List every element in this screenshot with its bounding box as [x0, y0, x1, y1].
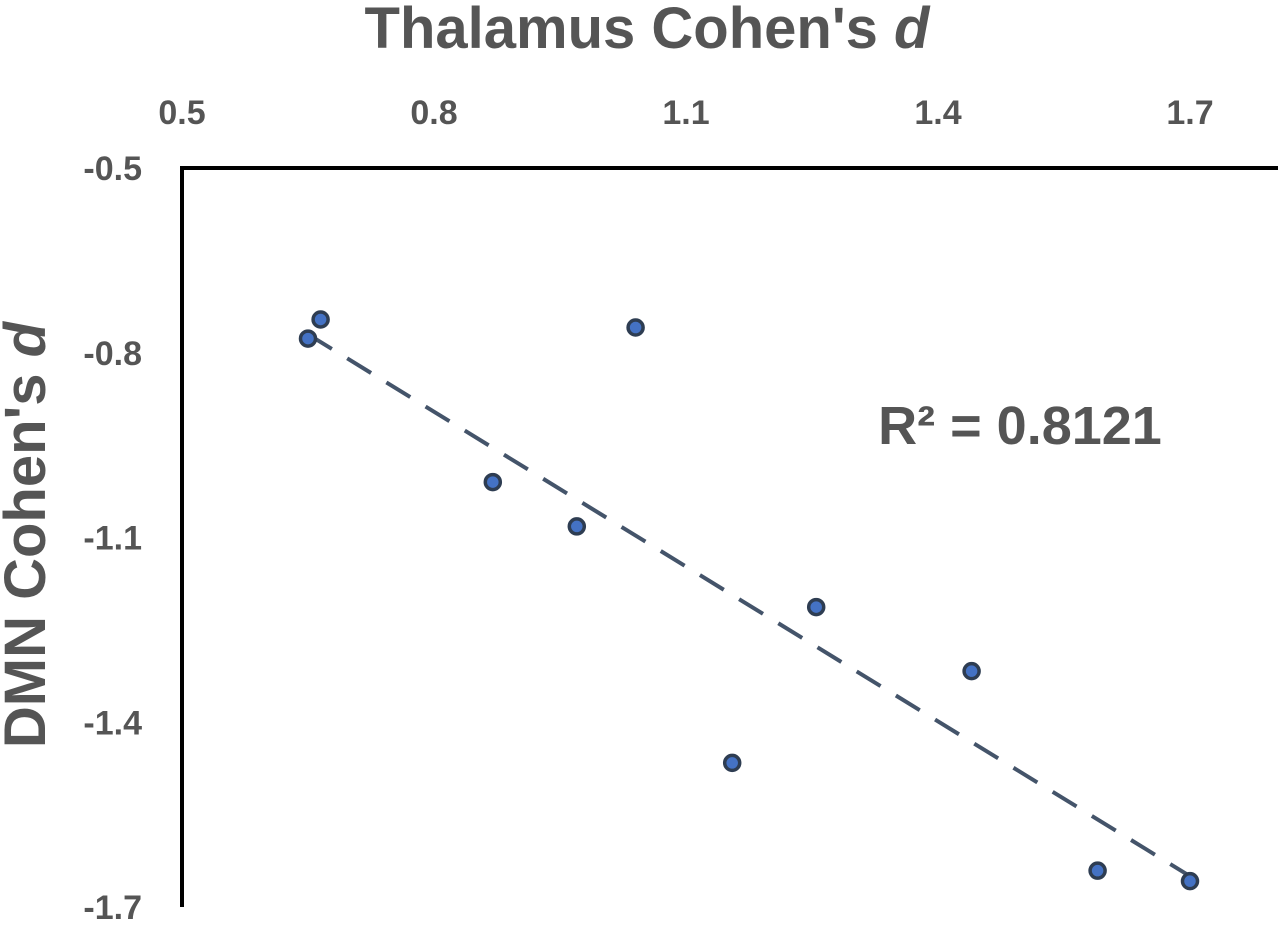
- r-squared-annotation: R² = 0.8121: [878, 396, 1162, 456]
- trendline: [306, 332, 1192, 878]
- x-axis-title-text: Thalamus Cohen's: [365, 0, 894, 61]
- x-tick-label: 1.1: [662, 94, 709, 132]
- data-points: [298, 310, 1200, 891]
- x-tick-label: 1.4: [914, 94, 961, 132]
- y-tick-label: -0.8: [83, 335, 142, 373]
- data-point: [1180, 871, 1200, 891]
- x-tick-labels: 0.5 0.8 1.1 1.4 1.7: [158, 94, 1213, 132]
- x-axis-title-italic: d: [894, 0, 931, 61]
- y-tick-label: -1.1: [83, 520, 142, 558]
- data-point: [483, 472, 503, 492]
- y-tick-label: -0.5: [83, 150, 142, 188]
- data-point: [567, 517, 587, 536]
- y-tick-label: -1.4: [83, 704, 142, 742]
- x-tick-label: 0.5: [158, 94, 205, 132]
- data-point: [806, 597, 826, 617]
- x-axis-title: Thalamus Cohen's d: [365, 0, 931, 61]
- x-tick-label: 0.8: [410, 94, 457, 132]
- x-tick-label: 1.7: [1166, 94, 1213, 132]
- y-axis-title-italic: d: [0, 320, 58, 357]
- data-point: [722, 753, 742, 773]
- data-point: [962, 661, 981, 681]
- y-tick-label: -1.7: [83, 889, 142, 925]
- data-point: [298, 329, 318, 348]
- data-point: [1088, 861, 1107, 880]
- y-axis-title: DMN Cohen's d: [0, 320, 58, 748]
- data-point: [311, 310, 330, 329]
- y-axis-title-text: DMN Cohen's: [0, 357, 58, 748]
- y-tick-labels: -0.5 -0.8 -1.1 -1.4 -1.7: [83, 150, 142, 925]
- data-point: [626, 318, 645, 337]
